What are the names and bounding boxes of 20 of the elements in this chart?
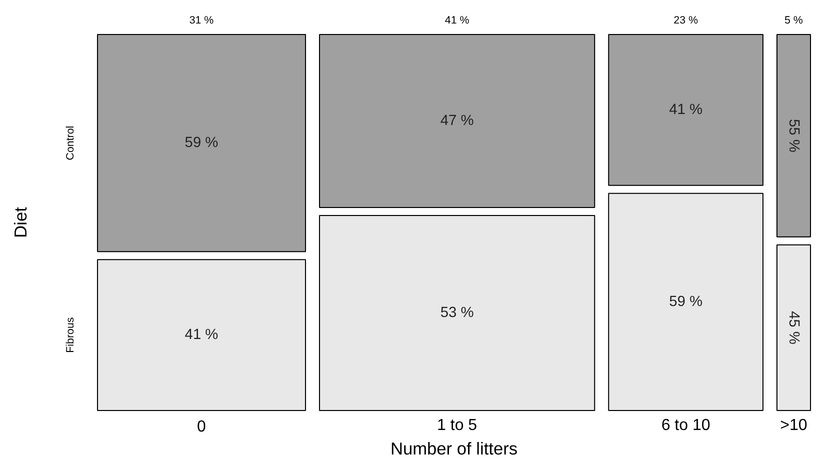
data-label: 41 % — [184, 327, 218, 344]
category-label: 1 to 5 — [437, 417, 478, 434]
text: Diet — [10, 206, 30, 238]
data-label: 31 % — [189, 14, 214, 26]
data-label: 5 % — [784, 14, 804, 26]
text: Number of litters — [390, 438, 518, 458]
category-label: 0 — [197, 418, 206, 436]
text: Fibrous — [64, 317, 76, 353]
data-label: 59 % — [669, 294, 702, 310]
category-label: 6 to 10 — [661, 417, 710, 434]
category-label: >10 — [780, 417, 808, 434]
data-label: 45 % — [786, 310, 802, 344]
data-label: 41 % — [444, 14, 470, 26]
data-label: 53 % — [440, 304, 474, 321]
data-label: 41 % — [669, 102, 702, 118]
text: Control — [64, 126, 76, 160]
data-label: 47 % — [440, 112, 474, 129]
data-label: 23 % — [674, 14, 698, 26]
data-label: 55 % — [786, 118, 802, 152]
data-label: 59 % — [184, 135, 218, 152]
